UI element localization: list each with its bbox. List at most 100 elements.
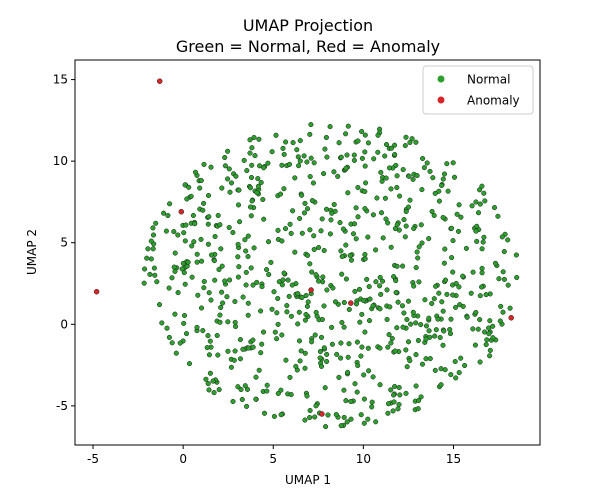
normal-point bbox=[426, 236, 432, 242]
normal-point bbox=[477, 317, 483, 323]
normal-point bbox=[391, 274, 397, 280]
normal-point bbox=[142, 266, 148, 272]
normal-point bbox=[481, 234, 487, 240]
normal-point bbox=[497, 318, 503, 324]
normal-point bbox=[407, 139, 413, 146]
normal-point bbox=[148, 256, 154, 262]
normal-point bbox=[458, 355, 464, 361]
normal-point bbox=[307, 174, 313, 180]
normal-point bbox=[377, 306, 383, 312]
normal-point bbox=[379, 178, 385, 184]
normal-point bbox=[362, 188, 368, 195]
normal-points bbox=[141, 122, 520, 430]
normal-point bbox=[208, 297, 214, 303]
normal-point bbox=[296, 163, 302, 169]
normal-point bbox=[445, 188, 451, 194]
normal-point bbox=[284, 303, 290, 309]
normal-point bbox=[297, 358, 303, 364]
normal-point bbox=[253, 374, 259, 380]
anomaly-points bbox=[93, 78, 514, 417]
normal-point bbox=[423, 356, 429, 362]
normal-point bbox=[299, 294, 305, 301]
normal-point bbox=[249, 162, 255, 168]
normal-point bbox=[374, 195, 380, 201]
normal-point bbox=[201, 285, 207, 291]
normal-point bbox=[235, 241, 241, 247]
normal-point bbox=[145, 246, 151, 252]
normal-point bbox=[388, 186, 394, 192]
normal-point bbox=[296, 338, 303, 344]
normal-point bbox=[205, 192, 212, 199]
normal-point bbox=[180, 260, 186, 266]
normal-point bbox=[359, 128, 365, 135]
normal-point bbox=[440, 342, 446, 348]
normal-point bbox=[279, 282, 285, 288]
normal-point bbox=[341, 387, 347, 393]
normal-point bbox=[444, 291, 450, 297]
normal-point bbox=[421, 165, 427, 171]
normal-point bbox=[432, 367, 438, 373]
normal-point bbox=[295, 321, 301, 327]
normal-point bbox=[482, 329, 488, 335]
normal-point bbox=[442, 367, 448, 373]
normal-point bbox=[318, 334, 325, 340]
normal-point bbox=[474, 238, 480, 244]
normal-point bbox=[382, 195, 388, 201]
normal-point bbox=[232, 348, 238, 354]
normal-point bbox=[456, 370, 462, 376]
normal-point bbox=[290, 208, 296, 214]
normal-point bbox=[301, 210, 307, 216]
normal-point bbox=[343, 242, 349, 248]
normal-point bbox=[351, 152, 357, 158]
normal-point bbox=[482, 198, 488, 204]
normal-point bbox=[172, 311, 178, 317]
normal-point bbox=[169, 275, 175, 281]
normal-point bbox=[307, 131, 313, 137]
normal-point bbox=[206, 387, 212, 393]
normal-point bbox=[329, 324, 335, 330]
normal-point bbox=[427, 168, 433, 174]
normal-point bbox=[183, 222, 189, 228]
normal-point bbox=[319, 216, 325, 222]
normal-point bbox=[289, 282, 295, 288]
normal-point bbox=[403, 223, 409, 229]
normal-point bbox=[383, 141, 390, 148]
normal-point bbox=[153, 220, 159, 226]
normal-point bbox=[279, 332, 285, 338]
normal-point bbox=[269, 149, 275, 155]
normal-point bbox=[256, 367, 262, 373]
normal-point bbox=[235, 202, 242, 208]
normal-point bbox=[218, 304, 224, 311]
normal-point bbox=[258, 179, 264, 186]
normal-point bbox=[353, 205, 359, 211]
normal-point bbox=[181, 270, 187, 276]
legend-marker-anomaly bbox=[437, 96, 445, 104]
normal-point bbox=[304, 393, 310, 399]
y-tick-label: 15 bbox=[53, 73, 68, 87]
normal-point bbox=[420, 155, 426, 162]
normal-point bbox=[362, 132, 368, 138]
normal-point bbox=[324, 287, 330, 293]
normal-point bbox=[448, 372, 454, 378]
normal-point bbox=[429, 300, 435, 307]
normal-point bbox=[362, 163, 368, 169]
normal-point bbox=[212, 233, 218, 240]
normal-point bbox=[413, 320, 419, 326]
normal-point bbox=[260, 329, 267, 335]
normal-point bbox=[407, 358, 413, 364]
normal-point bbox=[403, 347, 409, 353]
normal-point bbox=[377, 345, 383, 351]
normal-point bbox=[159, 320, 165, 326]
normal-point bbox=[404, 316, 410, 323]
normal-point bbox=[405, 298, 412, 304]
normal-point bbox=[238, 386, 244, 393]
normal-point bbox=[454, 211, 460, 217]
normal-point bbox=[472, 342, 478, 348]
normal-point bbox=[309, 198, 315, 204]
normal-point bbox=[392, 383, 398, 390]
normal-point bbox=[447, 326, 453, 333]
y-tick-label: 0 bbox=[60, 317, 68, 331]
normal-point bbox=[450, 269, 456, 275]
normal-point bbox=[273, 132, 279, 138]
normal-point bbox=[264, 382, 270, 388]
